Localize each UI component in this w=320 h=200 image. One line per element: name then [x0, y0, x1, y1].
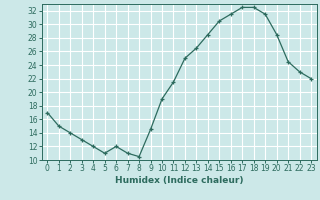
X-axis label: Humidex (Indice chaleur): Humidex (Indice chaleur) — [115, 176, 244, 185]
